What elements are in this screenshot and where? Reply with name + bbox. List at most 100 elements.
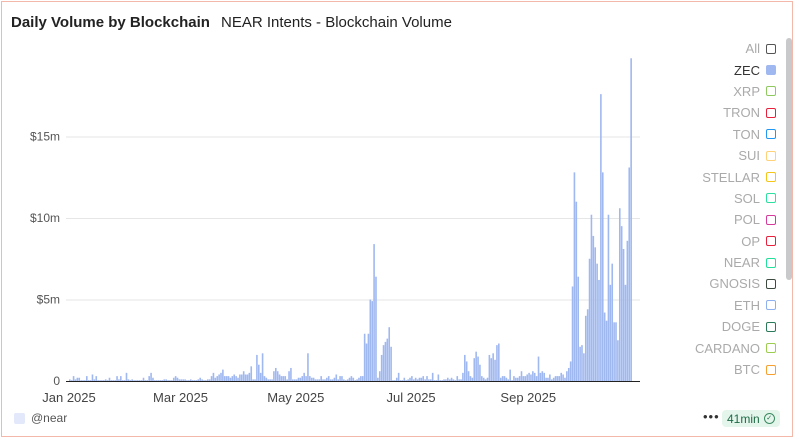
bar[interactable]	[382, 345, 385, 381]
bar[interactable]	[348, 377, 351, 381]
bar[interactable]	[412, 379, 415, 381]
bar[interactable]	[329, 379, 332, 381]
bar[interactable]	[552, 377, 555, 381]
bar[interactable]	[210, 376, 213, 381]
bar[interactable]	[486, 377, 489, 381]
bar[interactable]	[622, 248, 625, 381]
bar[interactable]	[577, 276, 580, 381]
bar[interactable]	[617, 340, 619, 381]
bar[interactable]	[218, 374, 220, 381]
legend-item-xrp[interactable]: XRP	[695, 81, 776, 102]
bar[interactable]	[275, 367, 277, 381]
bar[interactable]	[588, 258, 591, 381]
bar[interactable]	[327, 376, 330, 381]
bar[interactable]	[76, 377, 79, 381]
bar[interactable]	[280, 376, 283, 381]
bar[interactable]	[237, 377, 239, 381]
bar[interactable]	[471, 377, 474, 381]
bar[interactable]	[135, 380, 137, 381]
bar[interactable]	[482, 377, 485, 381]
bar[interactable]	[273, 371, 275, 381]
bar[interactable]	[174, 376, 177, 381]
bar[interactable]	[106, 380, 109, 381]
bar[interactable]	[343, 379, 345, 381]
bar[interactable]	[114, 380, 116, 381]
bar[interactable]	[516, 377, 519, 381]
bar[interactable]	[259, 372, 262, 381]
bar[interactable]	[333, 377, 336, 381]
bar[interactable]	[246, 374, 249, 381]
bar[interactable]	[301, 376, 304, 381]
bar[interactable]	[121, 380, 124, 381]
bar[interactable]	[182, 379, 184, 381]
bar[interactable]	[397, 372, 400, 381]
bar[interactable]	[78, 377, 81, 381]
bar[interactable]	[165, 379, 167, 381]
bar[interactable]	[101, 380, 103, 381]
bar[interactable]	[611, 263, 614, 381]
bar[interactable]	[594, 247, 597, 381]
bar[interactable]	[407, 379, 409, 381]
bar[interactable]	[437, 374, 440, 381]
bar[interactable]	[515, 377, 517, 381]
bar[interactable]	[403, 377, 406, 381]
bar[interactable]	[169, 380, 171, 381]
bar[interactable]	[258, 364, 260, 381]
bar[interactable]	[609, 284, 612, 381]
bar[interactable]	[254, 379, 256, 381]
bar[interactable]	[388, 327, 391, 381]
bar[interactable]	[509, 369, 511, 381]
legend-item-tron[interactable]: TRON	[695, 102, 776, 123]
bar[interactable]	[628, 167, 631, 381]
bar[interactable]	[618, 208, 621, 381]
bar[interactable]	[369, 299, 372, 382]
bar[interactable]	[518, 376, 521, 381]
bar[interactable]	[626, 240, 629, 381]
bar[interactable]	[148, 376, 150, 381]
bar[interactable]	[435, 380, 438, 381]
bar[interactable]	[159, 380, 162, 381]
bar[interactable]	[70, 380, 73, 381]
bar[interactable]	[454, 380, 457, 381]
bar[interactable]	[150, 372, 152, 381]
bar[interactable]	[479, 364, 481, 381]
bar[interactable]	[205, 380, 207, 381]
bar[interactable]	[82, 380, 84, 381]
bar[interactable]	[428, 379, 430, 381]
bar[interactable]	[615, 322, 617, 381]
bar[interactable]	[532, 371, 534, 381]
bar[interactable]	[263, 376, 266, 381]
bar[interactable]	[178, 379, 181, 381]
bar[interactable]	[448, 379, 451, 381]
bar[interactable]	[384, 341, 387, 381]
bar[interactable]	[118, 379, 120, 381]
legend-item-gnosis[interactable]: GNOSIS	[695, 273, 776, 294]
bar[interactable]	[307, 353, 309, 381]
bar[interactable]	[129, 380, 132, 381]
bar[interactable]	[282, 376, 285, 381]
bar[interactable]	[492, 353, 494, 381]
bar[interactable]	[116, 376, 118, 381]
bar[interactable]	[441, 380, 443, 381]
bar[interactable]	[320, 376, 322, 381]
bar[interactable]	[97, 380, 99, 381]
bar[interactable]	[505, 377, 508, 381]
bar[interactable]	[201, 379, 203, 381]
bar[interactable]	[386, 338, 389, 381]
bar[interactable]	[590, 214, 593, 381]
bar[interactable]	[144, 380, 147, 381]
bar[interactable]	[560, 372, 562, 381]
bar[interactable]	[418, 377, 421, 381]
bar[interactable]	[250, 366, 253, 381]
bar[interactable]	[424, 379, 426, 381]
bar[interactable]	[431, 372, 434, 381]
bar[interactable]	[284, 376, 287, 381]
bar[interactable]	[208, 379, 211, 381]
bar[interactable]	[469, 376, 472, 381]
bar[interactable]	[539, 372, 542, 381]
bar[interactable]	[154, 380, 156, 381]
bar[interactable]	[267, 379, 270, 381]
bar[interactable]	[123, 380, 126, 381]
bar[interactable]	[137, 380, 139, 381]
bar[interactable]	[533, 372, 536, 381]
